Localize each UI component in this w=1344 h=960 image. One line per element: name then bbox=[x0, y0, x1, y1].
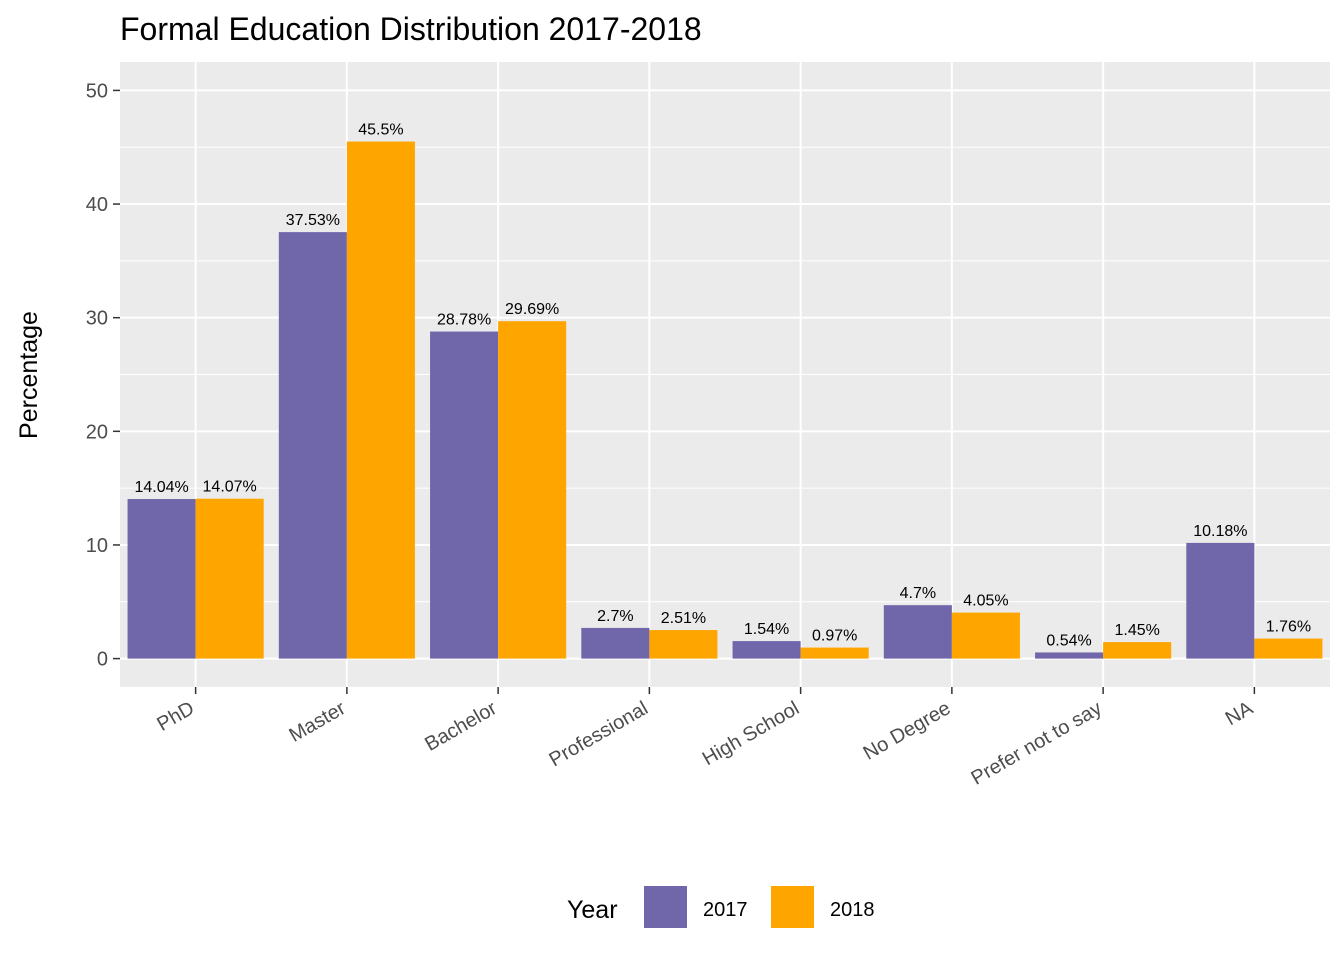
data-label-2017: 28.78% bbox=[437, 312, 491, 329]
y-axis-label: Percentage bbox=[15, 311, 43, 439]
bar-2017 bbox=[127, 499, 196, 659]
data-label-2018: 29.69% bbox=[505, 301, 559, 318]
bar-2017 bbox=[278, 232, 347, 659]
x-tick-label: NA bbox=[1222, 697, 1258, 730]
bar-2018 bbox=[951, 612, 1020, 659]
bar-2018 bbox=[1254, 638, 1323, 659]
data-label-2017: 37.53% bbox=[286, 212, 340, 229]
chart-title: Formal Education Distribution 2017-2018 bbox=[120, 11, 702, 47]
x-tick-label: Prefer not to say bbox=[968, 697, 1106, 789]
bar-2018 bbox=[346, 141, 415, 659]
data-label-2018: 1.76% bbox=[1266, 619, 1311, 636]
data-label-2017: 2.7% bbox=[597, 608, 633, 625]
bar-2017 bbox=[732, 641, 801, 659]
bar-2017 bbox=[1186, 542, 1255, 659]
y-tick-label: 20 bbox=[86, 421, 108, 443]
y-axis: 0 10 20 30 40 50 bbox=[86, 80, 120, 671]
bar-2018 bbox=[498, 321, 567, 659]
bar-2017 bbox=[1035, 652, 1104, 659]
x-tick-label: Bachelor bbox=[421, 697, 501, 756]
y-tick-label: 0 bbox=[97, 649, 108, 671]
legend-key-2018 bbox=[771, 886, 814, 928]
y-tick-label: 40 bbox=[86, 194, 108, 216]
bar-2017 bbox=[883, 605, 952, 659]
data-label-2018: 45.5% bbox=[358, 122, 403, 139]
y-tick-label: 50 bbox=[86, 80, 108, 102]
data-labels: 14.04% 37.53% 28.78% 2.7% 1.54% 4.7% 0.54% 10.1… bbox=[134, 122, 1311, 650]
data-label-2018: 14.07% bbox=[203, 479, 257, 496]
legend-key-2017 bbox=[644, 886, 687, 928]
data-label-2017: 1.54% bbox=[744, 621, 789, 638]
bar-2018 bbox=[1103, 642, 1172, 659]
data-label-2017: 14.04% bbox=[134, 479, 188, 496]
x-tick-label: Professional bbox=[546, 697, 652, 771]
bar-2018 bbox=[195, 498, 264, 659]
legend-label-2018: 2018 bbox=[830, 899, 875, 921]
y-tick-label: 10 bbox=[86, 535, 108, 557]
data-label-2018: 4.05% bbox=[963, 593, 1008, 610]
bars bbox=[127, 141, 1323, 659]
bar-2017 bbox=[430, 331, 499, 659]
data-label-2017: 10.18% bbox=[1193, 523, 1247, 540]
data-label-2018: 0.97% bbox=[812, 628, 857, 645]
legend-label-2017: 2017 bbox=[703, 899, 748, 921]
legend: Year 2017 2018 bbox=[567, 886, 875, 928]
legend-title: Year bbox=[567, 896, 618, 924]
x-tick-label: Master bbox=[285, 697, 349, 747]
x-tick-label: No Degree bbox=[860, 697, 955, 764]
data-label-2017: 0.54% bbox=[1046, 632, 1091, 649]
x-tick-label: High School bbox=[699, 697, 803, 770]
y-tick-label: 30 bbox=[86, 308, 108, 330]
bar-2018 bbox=[649, 630, 718, 659]
data-label-2018: 2.51% bbox=[661, 610, 706, 627]
x-axis: PhD Master Bachelor Professional High School… bbox=[153, 687, 1257, 790]
bar-2017 bbox=[581, 627, 650, 659]
data-label-2017: 4.7% bbox=[900, 585, 936, 602]
x-tick-label: PhD bbox=[153, 697, 198, 736]
bar-2018 bbox=[800, 647, 869, 659]
data-label-2018: 1.45% bbox=[1114, 622, 1159, 639]
